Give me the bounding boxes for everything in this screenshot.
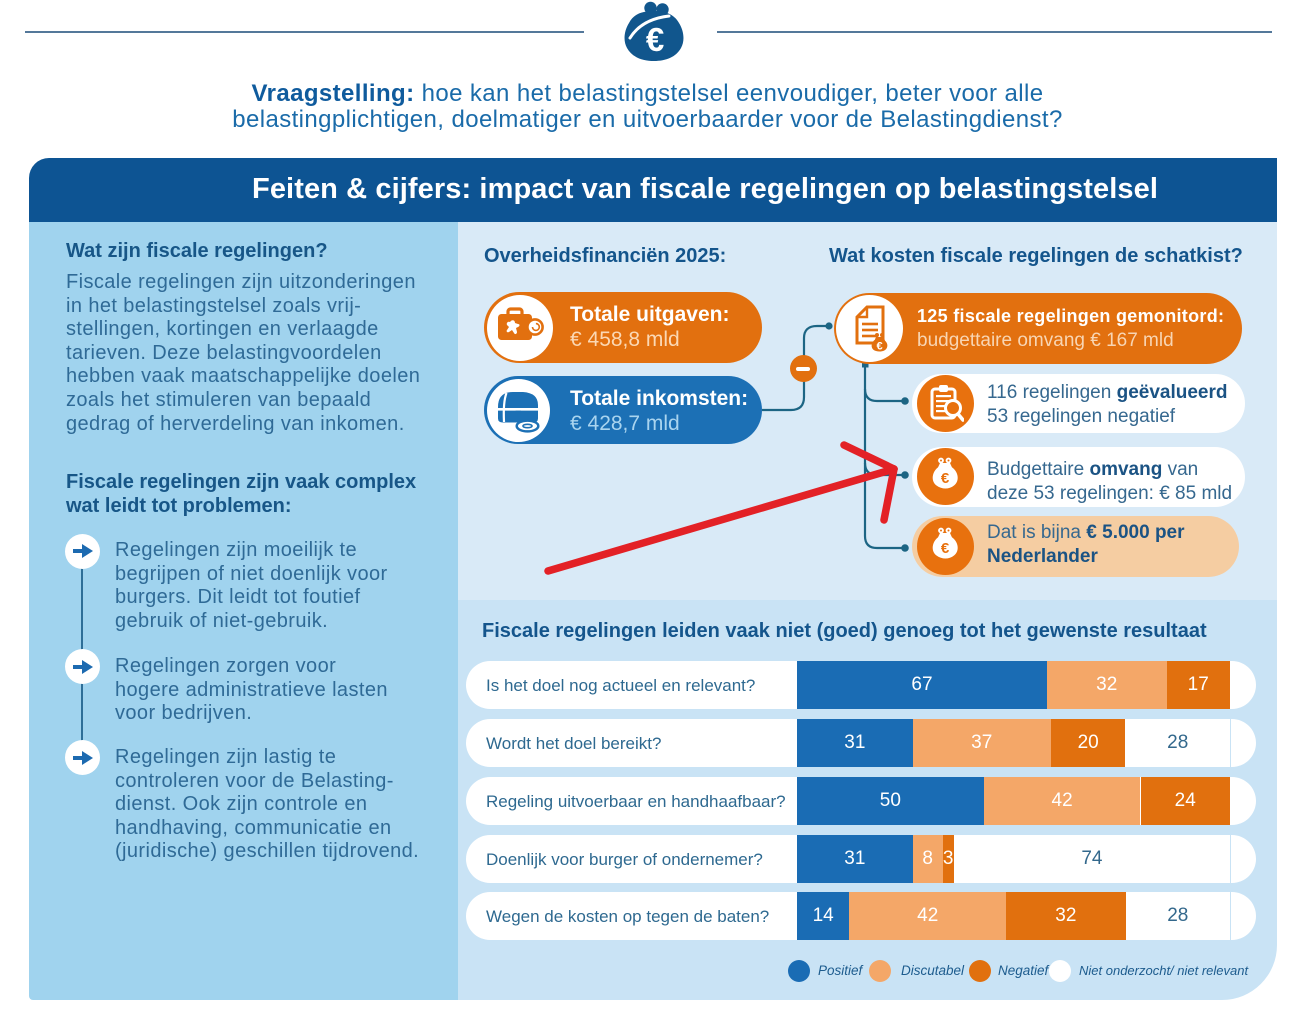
svg-text:€: € xyxy=(876,341,882,353)
svg-text:€: € xyxy=(941,540,950,557)
svg-text:€: € xyxy=(646,21,664,58)
svg-text:€: € xyxy=(941,470,950,487)
